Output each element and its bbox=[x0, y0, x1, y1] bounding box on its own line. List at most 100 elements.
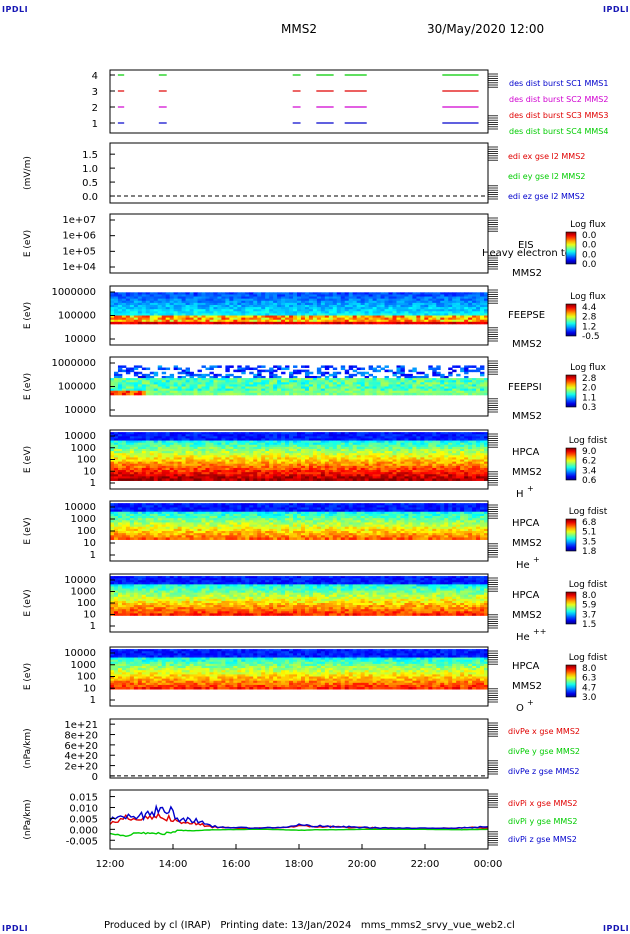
spectro-cell bbox=[145, 384, 151, 387]
spectro-cell bbox=[193, 459, 198, 463]
spectro-cell bbox=[113, 524, 119, 528]
spectro-cell bbox=[125, 457, 131, 460]
spectro-cell bbox=[344, 386, 350, 390]
spectro-cell bbox=[404, 388, 409, 392]
spectro-cell bbox=[297, 319, 302, 323]
spectro-cell bbox=[456, 457, 461, 460]
spectro-cell bbox=[157, 457, 163, 460]
spectro-cell bbox=[269, 321, 274, 325]
spectro-cell bbox=[348, 313, 354, 316]
spectro-cell bbox=[468, 392, 473, 396]
spectro-cell bbox=[141, 451, 147, 454]
spectro-cell bbox=[293, 304, 298, 308]
spectro-cell bbox=[372, 309, 377, 312]
spectro-cell bbox=[380, 461, 385, 465]
spectro-cell bbox=[277, 302, 282, 306]
spectro-cell bbox=[464, 388, 469, 392]
spectro-cell bbox=[364, 371, 370, 375]
spectro-cell bbox=[468, 444, 473, 448]
spectro-cell bbox=[217, 457, 222, 460]
spectro-cell bbox=[360, 446, 366, 450]
spectro-cell bbox=[237, 478, 242, 481]
colorbar-tick-label: 0.6 bbox=[582, 476, 597, 486]
spectro-cell bbox=[308, 298, 314, 302]
spectro-cell bbox=[352, 382, 358, 385]
spectro-cell bbox=[297, 298, 302, 302]
spectro-cell bbox=[153, 470, 159, 473]
spectro-cell bbox=[336, 390, 342, 394]
spectro-cell bbox=[233, 390, 238, 394]
spectro-cell bbox=[197, 309, 202, 312]
spectro-cell bbox=[269, 436, 274, 439]
spectro-cell bbox=[110, 298, 115, 302]
spectro-cell bbox=[472, 296, 477, 300]
spectro-cell bbox=[452, 365, 457, 368]
spectro-cell bbox=[324, 311, 330, 314]
spectro-cell bbox=[145, 311, 151, 314]
spectro-cell bbox=[161, 386, 167, 390]
y-tick-label: 0.5 bbox=[82, 178, 98, 189]
spectro-cell bbox=[113, 375, 119, 379]
spectro-cell bbox=[137, 382, 143, 385]
spectro-cell bbox=[141, 382, 147, 385]
spectro-cell bbox=[241, 446, 246, 450]
spectro-cell bbox=[293, 307, 298, 310]
spectro-cell bbox=[476, 294, 481, 297]
spectro-cell bbox=[308, 302, 314, 306]
spectro-cell bbox=[233, 311, 238, 314]
spectro-cell bbox=[460, 307, 465, 310]
spectro-cell bbox=[408, 317, 413, 321]
spectro-cell bbox=[189, 294, 194, 297]
spectro-cell bbox=[137, 384, 143, 387]
spectro-cell bbox=[412, 467, 417, 471]
spectro-cell bbox=[157, 388, 163, 392]
spectro-cell bbox=[125, 467, 131, 471]
spectro-cell bbox=[404, 309, 409, 312]
spectro-cell bbox=[197, 453, 202, 456]
spectro-cell bbox=[332, 388, 338, 392]
spectro-cell bbox=[237, 313, 242, 316]
spectro-cell bbox=[181, 304, 186, 308]
spectro-cell bbox=[133, 503, 139, 506]
spectro-cell bbox=[257, 465, 262, 469]
spectro-cell bbox=[316, 453, 322, 456]
spectro-cell bbox=[476, 472, 481, 475]
spectro-cell bbox=[388, 442, 393, 446]
spectro-cell bbox=[376, 321, 381, 325]
spectro-cell bbox=[344, 369, 350, 373]
spectro-cell bbox=[476, 304, 481, 308]
spectro-cell bbox=[444, 465, 449, 469]
spectro-cell bbox=[428, 476, 433, 479]
spectro-cell bbox=[245, 378, 250, 381]
spectro-cell bbox=[348, 380, 354, 383]
spectro-cell bbox=[448, 478, 453, 481]
spectro-cell bbox=[137, 311, 143, 314]
spectro-cell bbox=[424, 390, 429, 394]
spectro-cell bbox=[484, 309, 489, 312]
spectro-cell bbox=[157, 434, 163, 437]
spectro-cell bbox=[372, 438, 377, 441]
spectro-cell bbox=[209, 446, 214, 450]
spectro-cell bbox=[285, 302, 290, 306]
spectro-cell bbox=[177, 367, 183, 371]
spectro-cell bbox=[416, 442, 421, 446]
spectro-cell bbox=[312, 375, 318, 379]
spectro-cell bbox=[376, 390, 381, 394]
spectro-cell bbox=[209, 390, 214, 394]
spectro-cell bbox=[412, 296, 417, 300]
spectro-cell bbox=[396, 444, 401, 448]
spectro-cell bbox=[241, 474, 246, 477]
spectro-cell bbox=[468, 300, 473, 304]
spectro-cell bbox=[293, 448, 298, 452]
spectro-cell bbox=[420, 459, 425, 463]
spectro-cell bbox=[277, 432, 282, 435]
spectro-cell bbox=[113, 520, 119, 523]
spectro-cell bbox=[476, 319, 481, 323]
spectro-cell bbox=[269, 375, 274, 379]
spectro-cell bbox=[440, 467, 445, 471]
spectro-cell bbox=[165, 321, 171, 325]
spectro-cell bbox=[233, 432, 238, 435]
spectro-cell bbox=[300, 321, 306, 325]
spectro-cell bbox=[297, 311, 302, 314]
spectro-cell bbox=[312, 388, 318, 392]
